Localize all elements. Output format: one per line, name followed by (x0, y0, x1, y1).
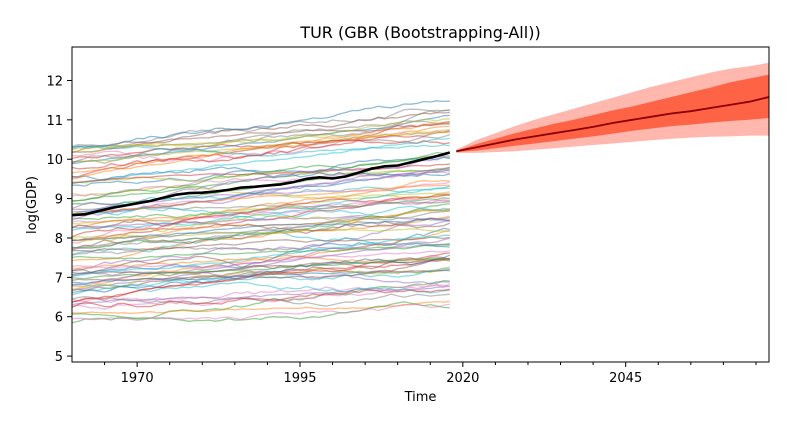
chart-title: TUR (GBR (Bootstrapping-All)) (299, 23, 540, 42)
forecast-median-line (456, 96, 770, 153)
y-tick-label: 7 (55, 271, 63, 286)
background-country-line (72, 243, 450, 260)
background-country-line (72, 293, 450, 307)
background-country-line (72, 250, 450, 269)
background-country-line (72, 281, 450, 294)
background-country-line (72, 228, 450, 238)
x-axis: 1970 1995 2020 2045 (104, 362, 757, 386)
background-series-group (72, 100, 451, 324)
background-country-line (72, 130, 450, 159)
y-tick-label: 6 (55, 311, 63, 326)
x-tick-label: 2045 (609, 371, 642, 386)
y-tick-label: 5 (55, 350, 63, 365)
background-country-line (72, 268, 450, 281)
background-country-line (72, 144, 450, 157)
background-country-line (72, 109, 450, 164)
background-country-line (72, 184, 450, 215)
background-country-line (72, 209, 450, 242)
x-tick-label: 2020 (446, 371, 479, 386)
background-country-line (72, 130, 450, 163)
y-tick-label: 8 (55, 232, 63, 247)
background-country-line (72, 111, 450, 154)
background-country-line (72, 255, 451, 274)
plot-frame (71, 46, 770, 363)
background-country-line (72, 198, 450, 244)
background-country-line (72, 303, 450, 322)
y-tick-label: 10 (46, 153, 63, 168)
background-country-line (72, 118, 450, 153)
y-axis: 5 6 7 8 9 10 11 12 (46, 74, 72, 365)
background-country-line (72, 156, 450, 187)
background-country-line (72, 236, 450, 252)
background-country-line (72, 151, 450, 202)
forecast-group (456, 62, 770, 153)
y-tick-label: 12 (46, 74, 63, 89)
x-tick-label: 1995 (283, 371, 316, 386)
background-country-line (72, 185, 450, 231)
background-country-line (72, 218, 450, 242)
highlight-series-line (71, 151, 451, 217)
forecast-inner-band (456, 74, 769, 153)
background-country-line (72, 100, 450, 149)
background-country-line (72, 205, 450, 220)
background-country-line (72, 121, 450, 180)
highlight-series-group (71, 151, 451, 217)
y-tick-label: 11 (46, 114, 63, 129)
y-tick-label: 9 (55, 193, 63, 208)
background-country-line (72, 301, 450, 322)
background-country-line (72, 137, 450, 185)
x-axis-label: Time (404, 390, 437, 405)
background-country-line (72, 194, 450, 238)
background-country-line (72, 257, 450, 280)
x-tick-label: 1970 (121, 371, 154, 386)
background-country-line (72, 288, 450, 308)
background-country-line (72, 215, 450, 262)
y-axis-label: log(GDP) (25, 176, 40, 234)
background-country-line (72, 234, 450, 278)
